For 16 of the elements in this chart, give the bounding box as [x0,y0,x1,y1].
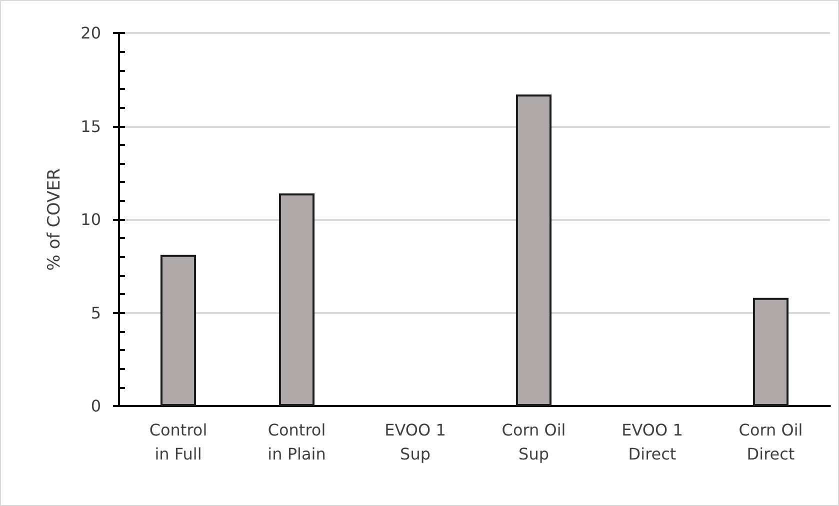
x-tick-label: EVOO 1 Direct [622,420,683,464]
y-tick-label: 20 [80,24,101,42]
bar [516,94,552,406]
x-tick-label: Corn Oil Sup [502,420,566,464]
bar [752,298,789,406]
y-tick-label: 5 [90,303,101,322]
x-tick-label: Corn Oil Direct [738,420,803,464]
bar [278,193,315,406]
x-tick-label: Control in Plain [268,420,326,464]
y-tick-label: 15 [80,116,101,136]
y-tick-label: 0 [90,396,101,416]
x-tick-label: Control in Full [149,420,208,464]
y-tick-label: 10 [80,210,101,229]
x-tick-label: EVOO 1 Sup [384,420,446,464]
y-axis-title: % of COVER [44,168,64,271]
bar [160,254,196,406]
